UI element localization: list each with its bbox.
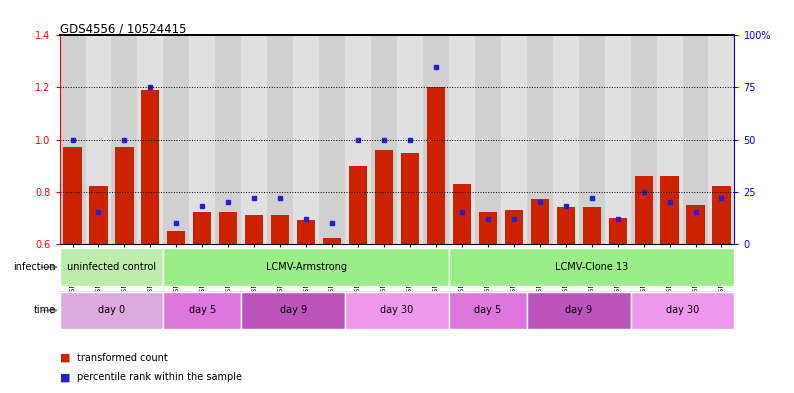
Bar <box>557 207 575 244</box>
Text: percentile rank within the sample: percentile rank within the sample <box>77 372 242 382</box>
Bar <box>219 212 237 244</box>
Bar <box>323 239 341 244</box>
Bar <box>401 152 419 244</box>
Bar <box>86 35 111 244</box>
Bar <box>449 292 526 329</box>
Bar <box>271 215 289 244</box>
Bar <box>137 35 164 244</box>
Bar <box>526 292 630 329</box>
Text: day 9: day 9 <box>565 305 592 316</box>
Bar <box>583 207 601 244</box>
Bar <box>449 35 475 244</box>
Bar <box>397 35 423 244</box>
Bar <box>712 186 730 244</box>
Bar <box>241 292 345 329</box>
Bar <box>345 35 371 244</box>
Text: day 30: day 30 <box>666 305 700 316</box>
Bar <box>164 292 241 329</box>
Bar <box>164 248 449 286</box>
Bar <box>193 212 211 244</box>
Bar <box>526 35 553 244</box>
Bar <box>115 147 133 244</box>
Bar <box>215 35 241 244</box>
Bar <box>708 35 734 244</box>
Text: GDS4556 / 10524415: GDS4556 / 10524415 <box>60 22 186 35</box>
Bar <box>319 35 345 244</box>
Bar <box>111 35 137 244</box>
Text: day 30: day 30 <box>380 305 414 316</box>
Bar <box>90 186 107 244</box>
Text: day 5: day 5 <box>474 305 502 316</box>
Bar <box>553 35 579 244</box>
Bar <box>501 35 526 244</box>
Bar <box>687 205 704 244</box>
Text: transformed count: transformed count <box>77 353 168 363</box>
Bar <box>293 35 319 244</box>
Text: uninfected control: uninfected control <box>67 262 156 272</box>
Bar <box>475 35 501 244</box>
Bar <box>64 147 82 244</box>
Bar <box>241 35 268 244</box>
Bar <box>630 292 734 329</box>
Bar <box>168 231 186 244</box>
Bar <box>141 90 160 244</box>
Bar <box>530 199 549 244</box>
Bar <box>657 35 683 244</box>
Bar <box>634 176 653 244</box>
Text: ■: ■ <box>60 353 70 363</box>
Bar <box>349 165 367 244</box>
Bar <box>60 248 164 286</box>
Text: time: time <box>33 305 56 316</box>
Bar <box>375 150 393 244</box>
Bar <box>164 35 189 244</box>
Text: day 0: day 0 <box>98 305 125 316</box>
Bar <box>449 248 734 286</box>
Bar <box>479 212 497 244</box>
Text: day 9: day 9 <box>279 305 306 316</box>
Bar <box>60 35 86 244</box>
Bar <box>683 35 708 244</box>
Bar <box>453 184 471 244</box>
Bar <box>605 35 630 244</box>
Bar <box>60 292 164 329</box>
Bar <box>661 176 679 244</box>
Text: ■: ■ <box>60 372 70 382</box>
Text: infection: infection <box>13 262 56 272</box>
Bar <box>189 35 215 244</box>
Bar <box>268 35 293 244</box>
Bar <box>579 35 605 244</box>
Text: day 5: day 5 <box>189 305 216 316</box>
Bar <box>423 35 449 244</box>
Bar <box>630 35 657 244</box>
Bar <box>345 292 449 329</box>
Bar <box>427 87 445 244</box>
Bar <box>608 218 626 244</box>
Bar <box>245 215 264 244</box>
Bar <box>371 35 397 244</box>
Bar <box>505 210 523 244</box>
Bar <box>297 220 315 244</box>
Text: LCMV-Armstrong: LCMV-Armstrong <box>266 262 347 272</box>
Text: LCMV-Clone 13: LCMV-Clone 13 <box>555 262 628 272</box>
